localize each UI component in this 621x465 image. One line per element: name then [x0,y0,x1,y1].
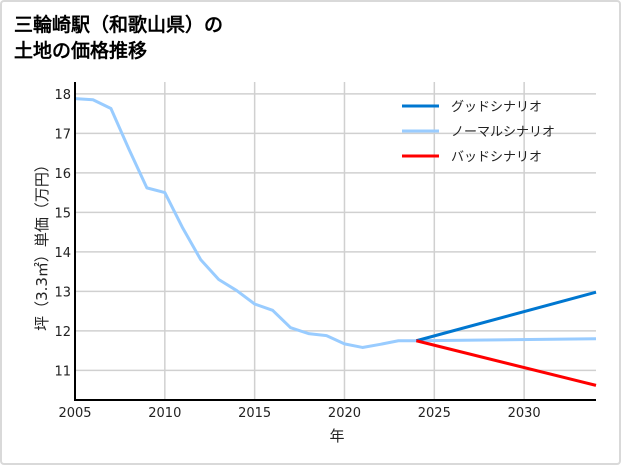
series-line-normal [74,97,597,349]
y-tick-label: 16 [54,167,71,182]
y-axis-label: 坪（3.3㎡）単価（万円） [33,157,51,331]
y-tick-label: 14 [54,246,71,261]
y-tick-label: 17 [54,127,71,142]
series-line-good [415,290,597,343]
legend-label: バッドシナリオ [451,150,542,165]
x-tick-label: 2015 [238,406,271,421]
x-tick-label: 2005 [58,406,91,421]
x-tick-label: 2010 [148,406,181,421]
title-line-2: 土地の価格推移 [14,40,148,62]
x-tick-label: 2030 [508,406,541,421]
legend-label: グッドシナリオ [451,100,542,115]
y-tick-label: 11 [54,364,71,379]
x-axis-label: 年 [329,427,344,445]
y-tick-label: 13 [54,285,71,300]
y-tick-label: 15 [54,206,71,221]
series-line-bad [415,339,597,387]
y-tick-label: 18 [54,88,71,103]
chart-title: 三輪崎駅（和歌山県）の 土地の価格推移 [14,12,223,64]
title-line-1: 三輪崎駅（和歌山県）の [14,14,224,36]
legend-label: ノーマルシナリオ [451,125,555,140]
x-tick-label: 2020 [328,406,361,421]
x-tick-label: 2025 [418,406,451,421]
y-tick-label: 12 [54,325,71,340]
